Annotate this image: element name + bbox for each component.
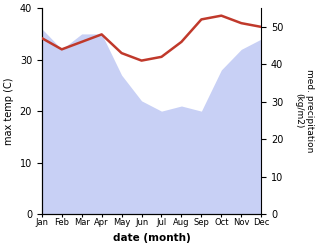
Y-axis label: med. precipitation
(kg/m2): med. precipitation (kg/m2)	[294, 69, 314, 153]
Y-axis label: max temp (C): max temp (C)	[4, 77, 14, 145]
X-axis label: date (month): date (month)	[113, 233, 190, 243]
